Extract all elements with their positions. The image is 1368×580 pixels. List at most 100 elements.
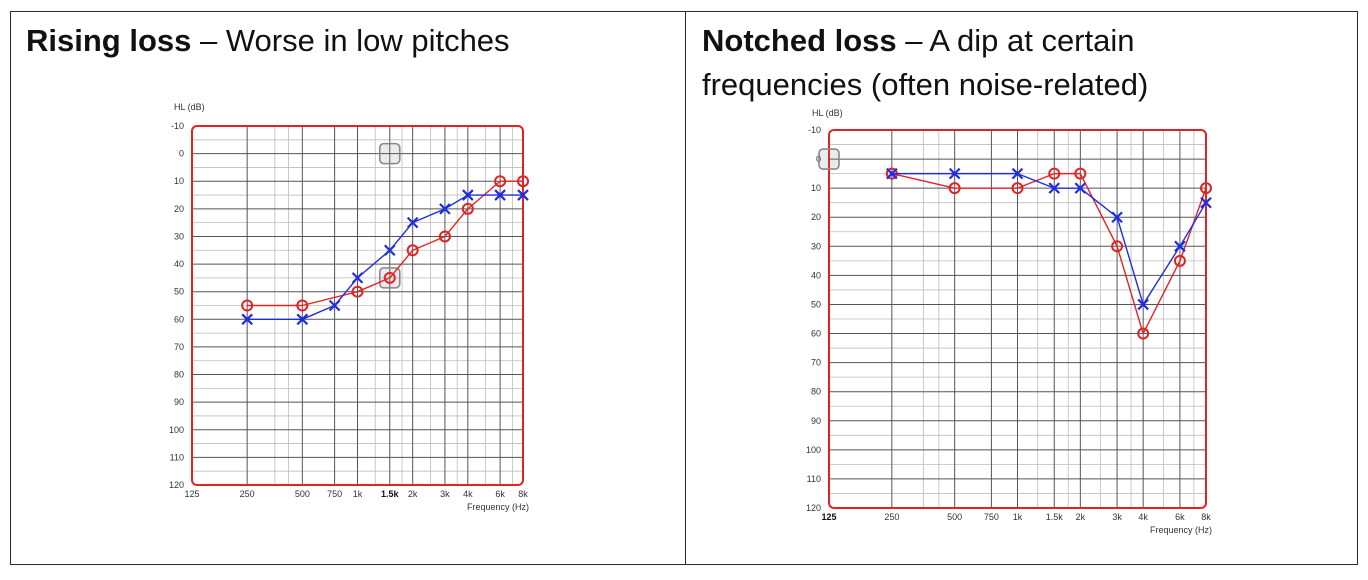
x-tick-label: 250 [240,489,255,499]
right-ear-point [1011,182,1024,195]
selection-box [378,142,401,165]
y-tick-label: 80 [811,387,821,397]
left-ear-point [1111,211,1123,224]
x-tick-label: 6k [1175,512,1185,522]
notched-loss-heading: Notched loss – A dip at certain frequenc… [702,19,1262,107]
y-tick-label: 30 [811,241,821,251]
y-tick-label: 60 [174,314,184,324]
left-ear-point [1174,240,1186,253]
series-segment [302,304,335,320]
comparison-table: Rising loss – Worse in low pitches -10 0 1… [10,11,1358,565]
y-tick-label: 110 [170,452,184,462]
heading-bold: Rising loss [26,23,192,58]
left-ear-point [1200,196,1212,209]
x-tick-label: 2k [408,489,418,499]
x-tick-label: 750 [327,489,342,499]
series-segment [1142,260,1181,334]
series-segment [1116,246,1144,334]
series-segment [1079,187,1118,218]
right-ear-point [1074,167,1087,180]
x-tick-label: 750 [984,512,999,522]
series-segment [302,291,358,307]
x-tick-label: 1.5k [381,489,400,499]
y-tick-label: 50 [811,299,821,309]
y-tick-label: 80 [174,370,184,380]
right-ear-point [1111,240,1124,253]
series-segment [1017,172,1055,189]
left-ear-point [886,167,898,180]
y-tick-label: 120 [806,503,821,513]
x-tick-label: 2k [1076,512,1086,522]
right-ear-point [517,175,529,188]
left-ear-point [241,313,253,326]
x-tick-label: 8k [1201,512,1211,522]
left-ear-point [494,189,506,201]
right-ear-point [1048,167,1061,180]
y-tick-label: 10 [811,183,821,193]
right-ear-point [383,271,396,284]
heading-rest: – A dip at certain frequencies (often no… [702,23,1149,102]
left-ear-point [1137,298,1149,311]
x-tick-label: 4k [463,489,473,499]
y-tick-label: 50 [174,287,184,297]
x-tick-label: 6k [495,489,505,499]
x-tick-label: 250 [884,512,899,522]
y-tick-label: 40 [811,270,821,280]
rising-loss-audiogram: -10 0 10 20 30 40 50 60 70 80 90 100 110 120 HL (dB) 12… [169,102,529,512]
y-tick-label: 90 [174,397,184,407]
series-segment [412,208,446,224]
left-ear-point [439,203,451,215]
y-tick-label: 100 [806,445,821,455]
right-ear-point [1173,254,1186,267]
left-ear-point [1048,182,1061,194]
heading-bold: Notched loss [702,23,897,58]
x-tick-label: 3k [440,489,450,499]
x-tick-label: 1.5k [1046,512,1064,522]
y-axis-title: HL (dB) [812,108,843,118]
heading-rest: – Worse in low pitches [191,23,510,58]
x-tick-label: 1k [353,489,363,499]
right-ear-point [438,230,451,243]
y-axis-title: HL (dB) [174,102,205,112]
x-tick-label: 1k [1013,512,1023,522]
plot-frame [828,129,1207,509]
notched-loss-cell: Notched loss – A dip at certain frequenc… [686,12,1357,564]
right-ear-point [406,244,419,257]
left-ear-point [406,216,419,229]
x-axis-title: Frequency (Hz) [467,502,529,512]
series-segment [891,172,955,189]
x-tick-label: 4k [1138,512,1148,522]
y-tick-label: 10 [174,176,184,186]
y-tick-label: -10 [171,121,184,131]
left-ear-point [383,244,396,257]
series-segment [1116,217,1144,305]
plot-frame [191,125,524,486]
right-ear-point [461,202,474,215]
y-tick-label: 70 [811,358,821,368]
rising-loss-cell: Rising loss – Worse in low pitches -10 0 1… [11,12,686,564]
y-tick-label: 20 [811,212,821,222]
left-ear-point [948,167,961,180]
rising-loss-heading: Rising loss – Worse in low pitches [26,19,510,63]
series-segment [1179,202,1207,247]
x-tick-label: 125 [821,512,836,522]
right-ear-point [494,175,507,188]
y-tick-label: 30 [174,231,184,241]
left-ear-point [517,189,529,201]
x-tick-label: 8k [518,489,528,499]
y-tick-label: 20 [174,204,184,214]
y-tick-label: 90 [811,416,821,426]
x-tick-label: 500 [295,489,310,499]
y-tick-label: 0 [179,149,184,159]
right-ear-point [1200,182,1212,195]
right-ear-point [948,182,961,195]
right-ear-point [1137,327,1150,340]
x-tick-label: 500 [947,512,962,522]
series-segment [1142,245,1181,305]
y-tick-label: 110 [807,474,821,484]
y-tick-label: 70 [174,342,184,352]
left-ear-point [296,313,309,326]
x-tick-label: 125 [184,489,199,499]
selection-box [818,148,840,170]
